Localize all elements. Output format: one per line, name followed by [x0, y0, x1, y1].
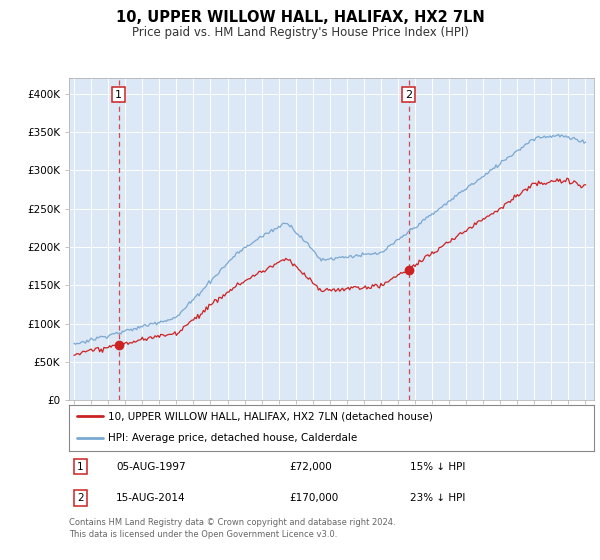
Text: Price paid vs. HM Land Registry's House Price Index (HPI): Price paid vs. HM Land Registry's House …	[131, 26, 469, 39]
Text: Contains HM Land Registry data © Crown copyright and database right 2024.
This d: Contains HM Land Registry data © Crown c…	[69, 518, 395, 539]
Text: 23% ↓ HPI: 23% ↓ HPI	[410, 493, 466, 503]
Text: 10, UPPER WILLOW HALL, HALIFAX, HX2 7LN: 10, UPPER WILLOW HALL, HALIFAX, HX2 7LN	[116, 10, 484, 25]
Text: 10, UPPER WILLOW HALL, HALIFAX, HX2 7LN (detached house): 10, UPPER WILLOW HALL, HALIFAX, HX2 7LN …	[109, 412, 433, 421]
Text: 15% ↓ HPI: 15% ↓ HPI	[410, 461, 466, 472]
Text: 05-AUG-1997: 05-AUG-1997	[116, 461, 186, 472]
Text: 15-AUG-2014: 15-AUG-2014	[116, 493, 186, 503]
Text: 2: 2	[77, 493, 84, 503]
Text: 1: 1	[115, 90, 122, 100]
Text: 2: 2	[405, 90, 412, 100]
Text: 1: 1	[77, 461, 84, 472]
Text: HPI: Average price, detached house, Calderdale: HPI: Average price, detached house, Cald…	[109, 433, 358, 443]
Text: £72,000: £72,000	[290, 461, 332, 472]
Text: £170,000: £170,000	[290, 493, 339, 503]
